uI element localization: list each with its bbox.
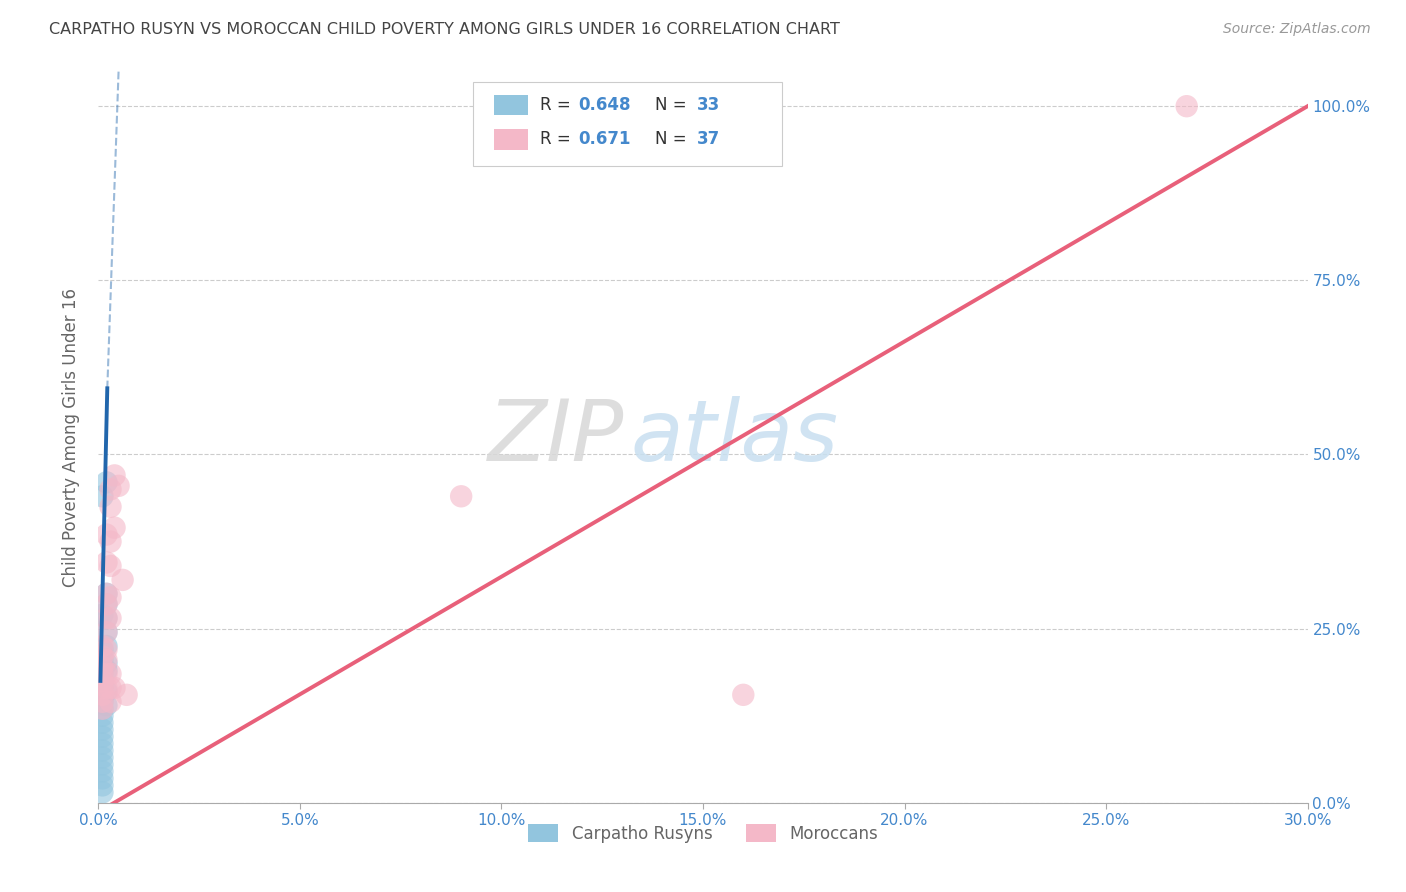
Point [91,667,114,681]
Point [91,681,114,695]
Point [91,723,114,737]
Point [91,708,114,723]
Point [100,591,122,605]
Point [91,785,114,799]
Point [96,639,118,653]
Point [91,688,114,702]
Point [96,587,118,601]
Point [96,684,118,698]
Point [100,534,122,549]
Point [91,660,114,674]
Text: N =: N = [655,96,692,114]
Point [100,558,122,573]
Point [96,597,118,611]
FancyBboxPatch shape [494,129,527,150]
Point [96,698,118,713]
Point [96,625,118,640]
Point [733,688,755,702]
Point [91,772,114,786]
Point [91,778,114,792]
Y-axis label: Child Poverty Among Girls Under 16: Child Poverty Among Girls Under 16 [62,287,80,587]
Point [103,468,125,483]
Point [91,607,114,622]
Point [100,681,122,695]
Point [111,573,134,587]
FancyBboxPatch shape [474,82,782,167]
Text: 0.648: 0.648 [578,96,631,114]
Point [96,667,118,681]
Point [96,642,118,657]
Point [91,649,114,664]
FancyBboxPatch shape [494,95,527,115]
Point [107,479,129,493]
Point [91,660,114,674]
Point [91,653,114,667]
Text: 33: 33 [697,96,720,114]
Point [91,688,114,702]
Point [91,695,114,709]
Point [91,673,114,688]
Point [103,521,125,535]
Text: ZIP: ZIP [488,395,624,479]
Point [96,527,118,541]
Point [91,639,114,653]
Point [91,715,114,730]
Point [91,673,114,688]
Text: R =: R = [540,96,576,114]
Point [100,500,122,514]
Point [96,625,118,640]
Point [96,664,118,678]
Point [96,653,118,667]
Point [96,681,118,695]
Text: CARPATHO RUSYN VS MOROCCAN CHILD POVERTY AMONG GIRLS UNDER 16 CORRELATION CHART: CARPATHO RUSYN VS MOROCCAN CHILD POVERTY… [49,22,841,37]
Point [91,730,114,744]
Point [100,611,122,625]
Point [96,611,118,625]
Point [96,611,118,625]
Point [100,483,122,497]
Text: R =: R = [540,130,576,148]
Point [115,688,138,702]
Point [103,681,125,695]
Point [91,737,114,751]
Point [1175,99,1198,113]
Point [91,702,114,716]
Point [91,489,114,503]
Text: atlas: atlas [630,395,838,479]
Point [91,681,114,695]
Point [96,587,118,601]
Point [91,667,114,681]
Point [91,764,114,779]
Text: 37: 37 [697,130,720,148]
Point [91,642,114,657]
Legend: Carpatho Rusyns, Moroccans: Carpatho Rusyns, Moroccans [522,817,884,849]
Point [96,475,118,490]
Point [100,667,122,681]
Point [91,750,114,764]
Point [96,657,118,671]
Point [450,489,472,503]
Point [91,702,114,716]
Point [91,743,114,757]
Point [96,597,118,611]
Point [100,695,122,709]
Point [91,695,114,709]
Text: N =: N = [655,130,692,148]
Point [91,757,114,772]
Text: Source: ZipAtlas.com: Source: ZipAtlas.com [1223,22,1371,37]
Text: 0.671: 0.671 [578,130,631,148]
Point [96,556,118,570]
